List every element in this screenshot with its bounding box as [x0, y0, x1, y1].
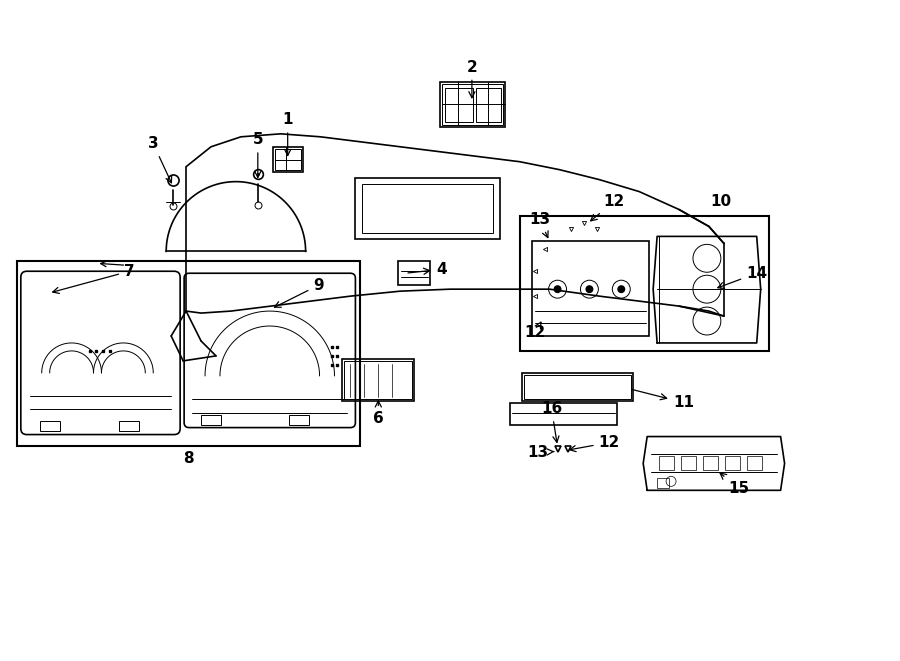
Bar — [356, 178, 500, 239]
Bar — [398, 261, 430, 285]
Bar — [532, 241, 649, 336]
Text: 10: 10 — [710, 194, 732, 209]
Text: 7: 7 — [53, 264, 135, 293]
Bar — [273, 147, 302, 172]
Text: 9: 9 — [274, 278, 324, 307]
Bar — [343, 359, 414, 401]
Bar — [40, 420, 59, 430]
Circle shape — [585, 285, 593, 293]
Bar — [201, 414, 221, 424]
Bar — [522, 373, 634, 401]
Text: 12: 12 — [570, 435, 620, 451]
Text: 3: 3 — [148, 136, 172, 183]
Bar — [440, 82, 505, 127]
Text: 5: 5 — [253, 132, 263, 177]
Text: 14: 14 — [718, 266, 768, 288]
Text: 6: 6 — [373, 401, 383, 426]
Bar — [659, 457, 674, 471]
Bar — [724, 457, 740, 471]
Text: 15: 15 — [720, 473, 750, 496]
Circle shape — [617, 285, 626, 293]
Bar — [703, 457, 718, 471]
Bar — [519, 217, 769, 351]
Text: 12: 12 — [590, 194, 625, 221]
Text: 16: 16 — [541, 401, 562, 442]
Text: 11: 11 — [632, 389, 695, 410]
Bar — [289, 414, 309, 424]
Bar — [363, 184, 493, 233]
Bar — [657, 479, 669, 488]
Bar — [747, 457, 761, 471]
Bar — [476, 88, 500, 122]
Bar — [509, 403, 617, 424]
Text: 4: 4 — [408, 262, 447, 277]
Text: 1: 1 — [283, 112, 293, 155]
Bar — [681, 457, 696, 471]
Bar — [345, 361, 412, 399]
Bar — [17, 261, 360, 446]
Circle shape — [554, 285, 562, 293]
Bar — [274, 149, 301, 170]
Text: 12: 12 — [524, 322, 545, 340]
Bar — [524, 375, 631, 399]
Text: 13: 13 — [529, 212, 550, 237]
Text: 2: 2 — [466, 59, 477, 98]
Bar — [445, 88, 473, 122]
Text: 13: 13 — [527, 445, 554, 460]
Text: 8: 8 — [183, 451, 194, 466]
Bar — [120, 420, 140, 430]
Bar — [442, 84, 503, 125]
